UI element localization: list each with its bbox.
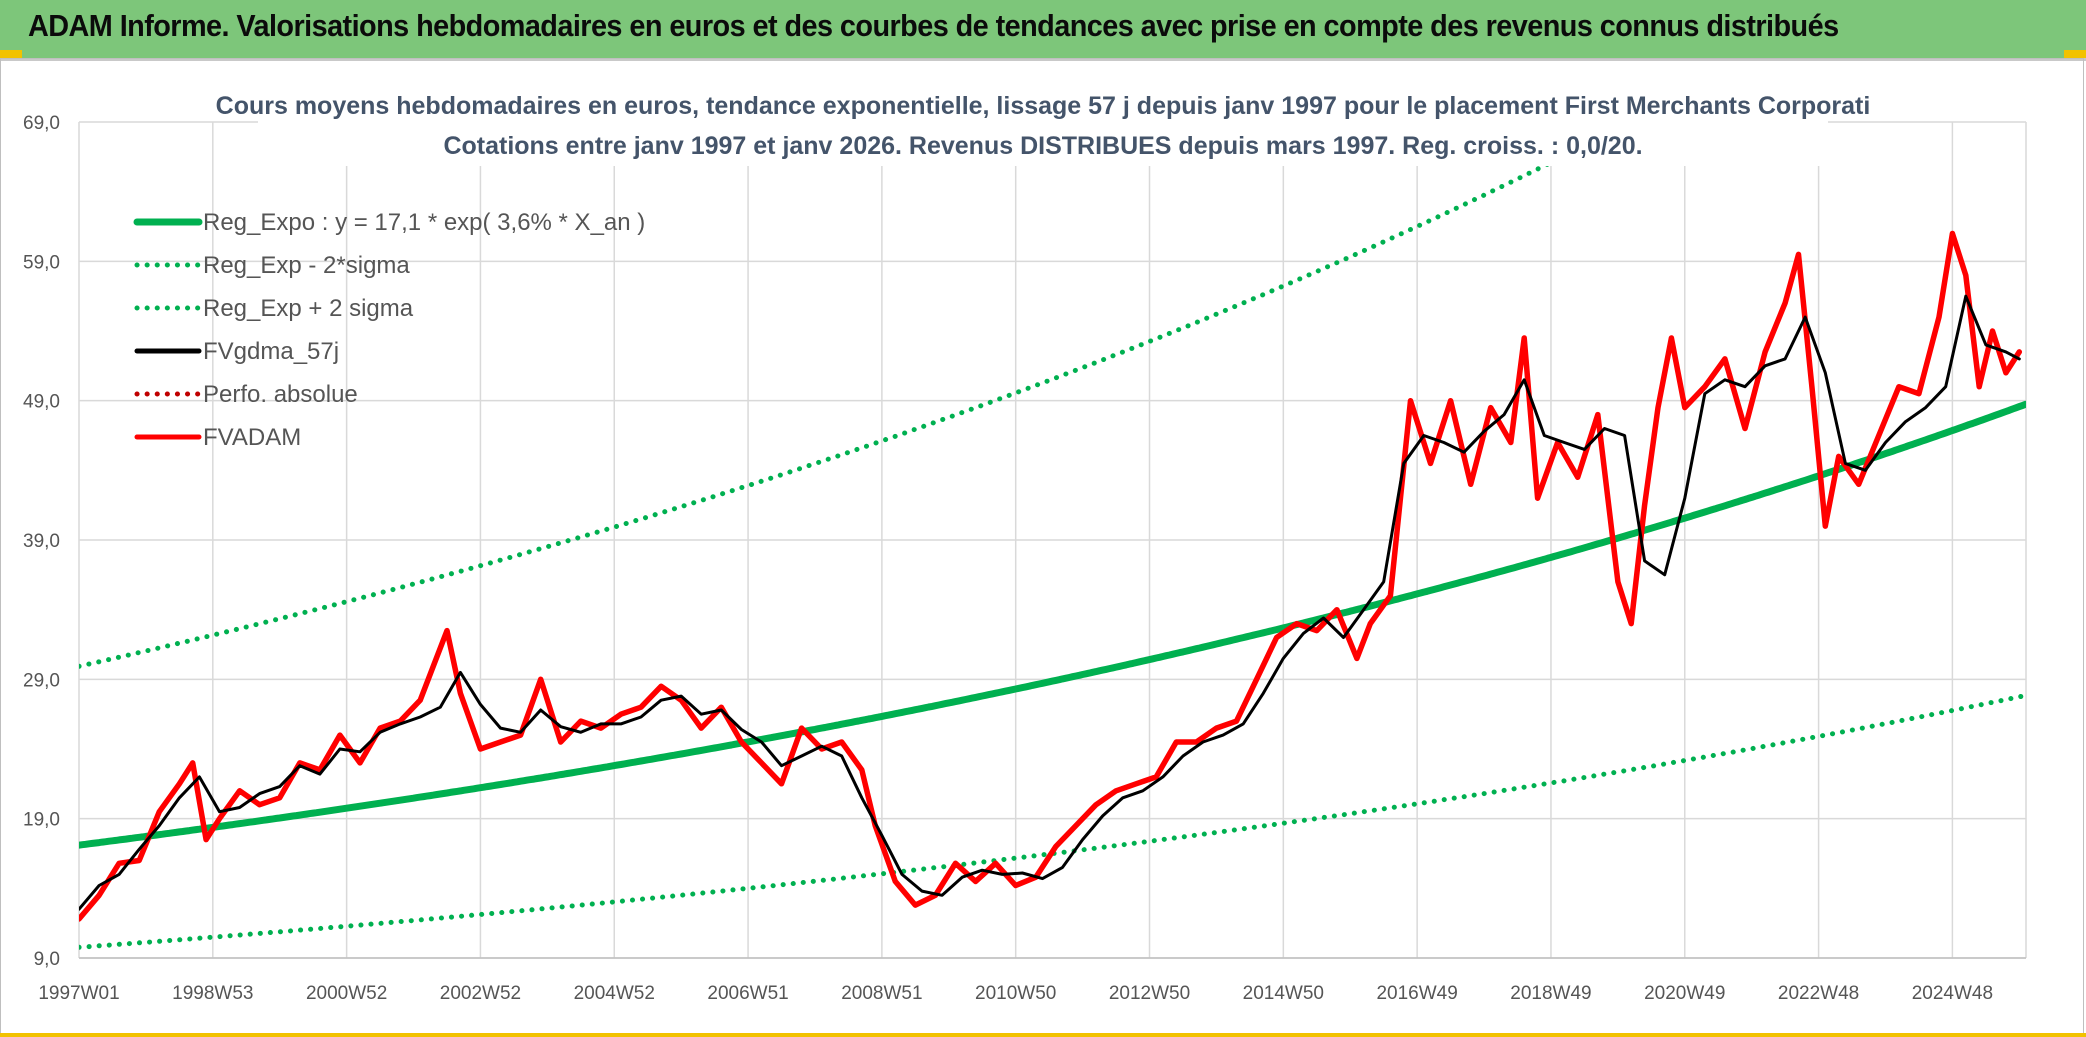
y-tick-label: 49,0 bbox=[23, 392, 60, 413]
x-tick-label: 2006W51 bbox=[707, 983, 788, 1004]
legend-label: Reg_Exp - 2*sigma bbox=[203, 252, 410, 279]
legend-label: FVADAM bbox=[203, 424, 301, 451]
x-tick-label: 2012W50 bbox=[1109, 983, 1190, 1004]
legend-label: Perfo. absolue bbox=[203, 381, 358, 408]
x-tick-label: 2004W52 bbox=[574, 983, 655, 1004]
chart-title-line1: Cours moyens hebdomadaires en euros, ten… bbox=[216, 92, 1871, 120]
x-tick-label: 1997W01 bbox=[38, 983, 119, 1004]
y-tick-label: 39,0 bbox=[23, 531, 60, 552]
legend-label: Reg_Expo : y = 17,1 * exp( 3,6% * X_an ) bbox=[203, 209, 645, 236]
legend-label: FVgdma_57j bbox=[203, 338, 339, 365]
y-tick-label: 29,0 bbox=[23, 670, 60, 691]
y-tick-label: 9,0 bbox=[34, 949, 60, 970]
x-tick-label: 2020W49 bbox=[1644, 983, 1725, 1004]
y-tick-label: 59,0 bbox=[23, 252, 60, 273]
x-tick-label: 2010W50 bbox=[975, 983, 1056, 1004]
x-tick-label: 2000W52 bbox=[306, 983, 387, 1004]
banner-accent-right bbox=[2064, 50, 2086, 58]
series-line-5 bbox=[79, 230, 2023, 922]
header-banner: ADAM Informe. Valorisations hebdomadaire… bbox=[0, 0, 2086, 61]
x-tick-label: 2016W49 bbox=[1376, 983, 1457, 1004]
series-line-3 bbox=[79, 294, 2021, 911]
series-layer bbox=[79, 112, 2026, 950]
x-tick-label: 2002W52 bbox=[440, 983, 521, 1004]
x-tick-label: 2018W49 bbox=[1510, 983, 1591, 1004]
y-tick-label: 19,0 bbox=[23, 810, 60, 831]
banner-accent-left bbox=[0, 50, 22, 58]
y-axis-ticks: 69,0 59,0 49,0 39,0 29,0 19,0 9,0 bbox=[23, 113, 60, 970]
legend-label: Reg_Exp + 2 sigma bbox=[203, 295, 414, 322]
series-line-1 bbox=[79, 692, 2026, 950]
chart-legend: Reg_Expo : y = 17,1 * exp( 3,6% * X_an )… bbox=[133, 209, 645, 451]
page-title: ADAM Informe. Valorisations hebdomadaire… bbox=[28, 8, 1839, 43]
x-tick-label: 1998W53 bbox=[172, 983, 253, 1004]
series-line-0 bbox=[79, 400, 2026, 849]
horizontal-gridlines bbox=[79, 121, 2026, 959]
x-tick-label: 2022W48 bbox=[1778, 983, 1859, 1004]
y-tick-label: 69,0 bbox=[23, 113, 60, 134]
chart-title-line2: Cotations entre janv 1997 et janv 2026. … bbox=[443, 132, 1642, 160]
x-tick-label: 2008W51 bbox=[841, 983, 922, 1004]
chart-title-background bbox=[258, 84, 1828, 166]
x-tick-label: 2014W50 bbox=[1243, 983, 1324, 1004]
bottom-accent-strip bbox=[0, 1033, 2086, 1037]
x-axis-ticks: 1997W01 1998W53 2000W52 2002W52 2004W52 2006W… bbox=[38, 983, 1993, 1004]
series-line-2 bbox=[79, 112, 1656, 669]
x-tick-label: 2024W48 bbox=[1912, 983, 1993, 1004]
chart-title-area: Cours moyens hebdomadaires en euros, ten… bbox=[216, 84, 1871, 166]
